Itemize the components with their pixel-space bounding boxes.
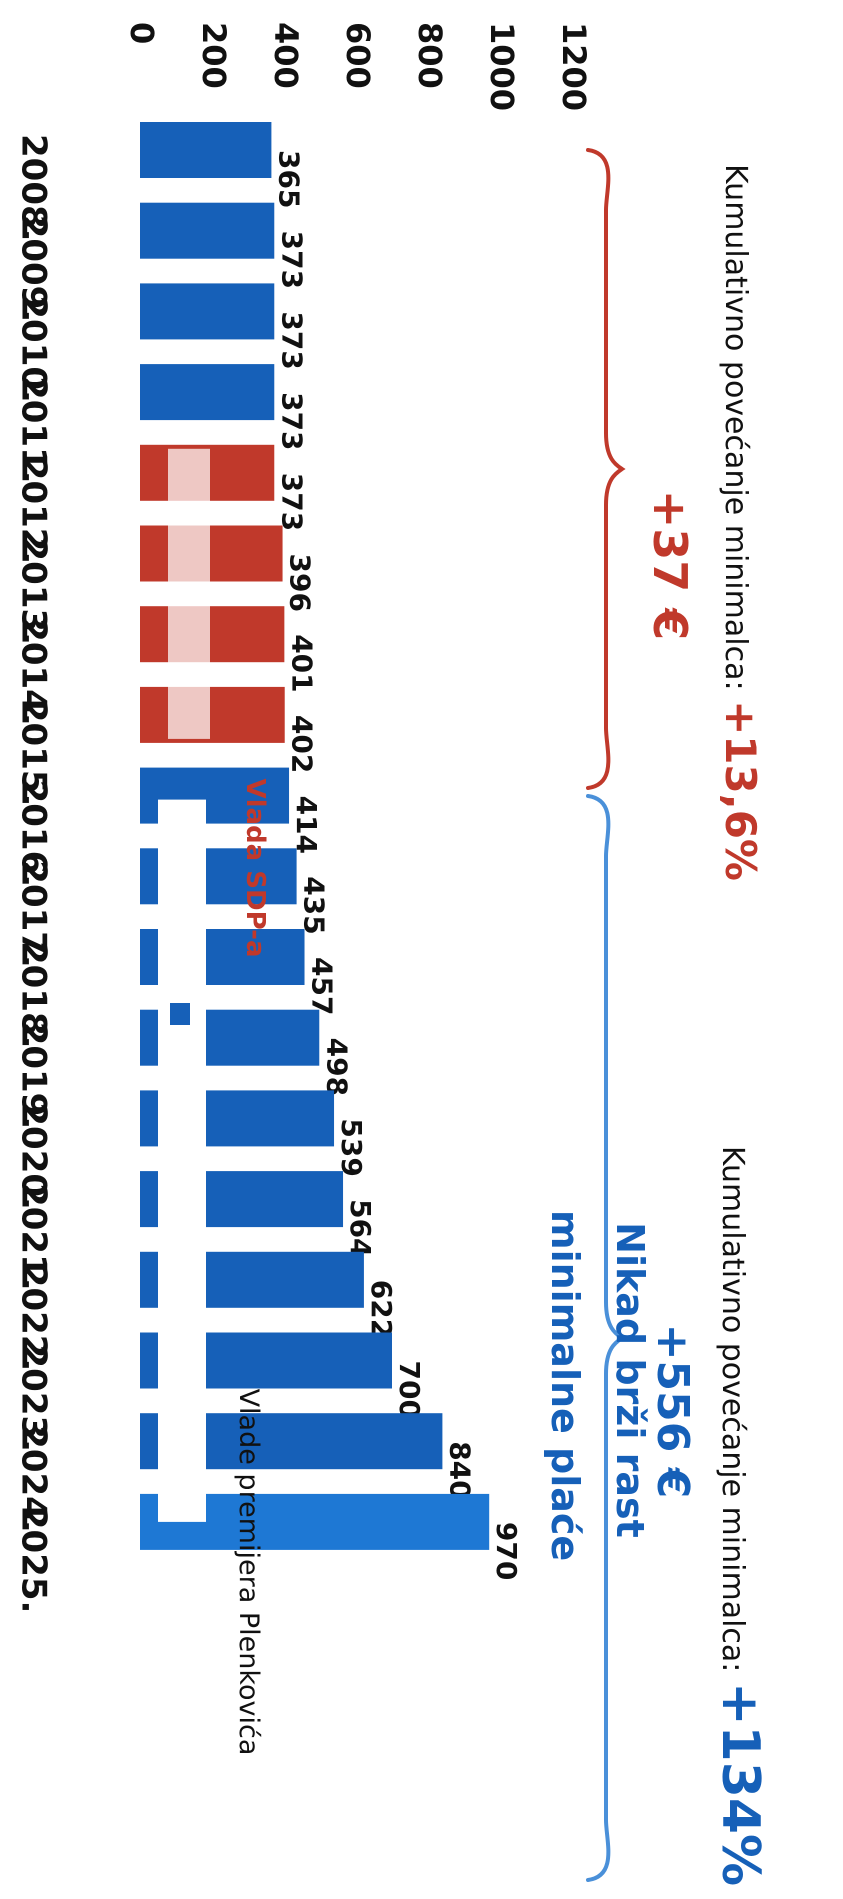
value-tick-200: 200 (195, 22, 233, 89)
value-label-2017: 435 (298, 876, 331, 934)
value-label-2023: 700 (393, 1361, 426, 1419)
value-label-2012: 373 (275, 473, 308, 531)
value-label-2019: 498 (320, 1038, 353, 1096)
left-summary-pct: +13,6% (716, 700, 765, 882)
value-tick-0: 0 (123, 22, 161, 44)
category-label-2008: 2008. (14, 134, 54, 242)
bar-2011 (140, 364, 275, 421)
category-label-2010: 2010. (14, 295, 54, 403)
legend-plenkovic-notch (158, 799, 206, 1522)
category-label-2012: 2012. (14, 457, 54, 565)
left-summary-text: Kumulativno povećanje minimalca: (718, 164, 753, 701)
value-label-2008: 365 (272, 150, 305, 208)
category-label-2021: 2021. (14, 1183, 54, 1291)
left-summary: Kumulativno povećanje minimalca: +13,6% (716, 164, 765, 881)
right-summary-pct: +134% (710, 1681, 770, 1887)
bar-2015 (140, 686, 285, 743)
value-tick-400: 400 (267, 22, 305, 89)
category-label-2015: 2015. (14, 699, 54, 807)
left-brace (586, 148, 626, 790)
bar-2009 (140, 202, 275, 259)
value-label-2013: 396 (284, 554, 317, 612)
category-label-2025: 2025. (14, 1506, 54, 1614)
category-label-2017: 2017. (14, 860, 54, 968)
bar-2010 (140, 283, 275, 340)
value-tick-1000: 1000 (483, 22, 521, 111)
legend-sdp-label: Vlada SDP-a (240, 778, 270, 958)
value-tick-800: 800 (411, 22, 449, 89)
category-label-2009: 2009. (14, 215, 54, 323)
category-label-2024: 2024. (14, 1425, 54, 1533)
left-delta: +37 € (643, 489, 697, 641)
legend-plenkovic-swatch (170, 1003, 190, 1025)
category-label-2020: 2020. (14, 1102, 54, 1210)
value-label-2018: 457 (306, 957, 339, 1015)
bar-2014 (140, 606, 285, 663)
value-label-2021: 564 (344, 1199, 377, 1257)
category-label-2014: 2014. (14, 618, 54, 726)
value-label-2009: 373 (275, 231, 308, 289)
value-label-2024: 840 (443, 1441, 476, 1499)
right-summary-text: Kumulativno povećanje minimalca: (715, 1145, 750, 1682)
value-tick-600: 600 (339, 22, 377, 89)
right-summary: Kumulativno povećanje minimalca: +134% (710, 1136, 770, 1896)
right-note-line2: minimalne plaće (543, 1210, 587, 1562)
value-label-2014: 401 (285, 634, 318, 692)
bar-2013 (140, 525, 283, 582)
value-label-2022: 622 (365, 1280, 398, 1338)
category-label-2022: 2022. (14, 1264, 54, 1372)
category-label-2011: 2011. (14, 376, 54, 484)
value-label-2020: 539 (335, 1118, 368, 1176)
value-label-2025: 970 (490, 1522, 523, 1580)
value-label-2010: 373 (275, 311, 308, 369)
category-label-2013: 2013. (14, 538, 54, 646)
value-label-2016: 414 (290, 796, 323, 854)
category-label-2023: 2023. (14, 1345, 54, 1453)
legend-plenkovic-label: Vlade premijera Plenkovića (233, 1388, 264, 1756)
category-label-2018: 2018. (14, 941, 54, 1049)
right-note-line1: Nikad brži rast (608, 1222, 652, 1538)
category-label-2016: 2016. (14, 780, 54, 888)
right-brace (586, 794, 626, 1882)
value-label-2015: 402 (286, 715, 319, 773)
category-label-2019: 2019. (14, 1022, 54, 1130)
bar-2008 (140, 122, 272, 178)
value-tick-1200: 1200 (555, 22, 593, 111)
value-label-2011: 373 (275, 392, 308, 450)
legend-sdp-band (168, 448, 210, 739)
